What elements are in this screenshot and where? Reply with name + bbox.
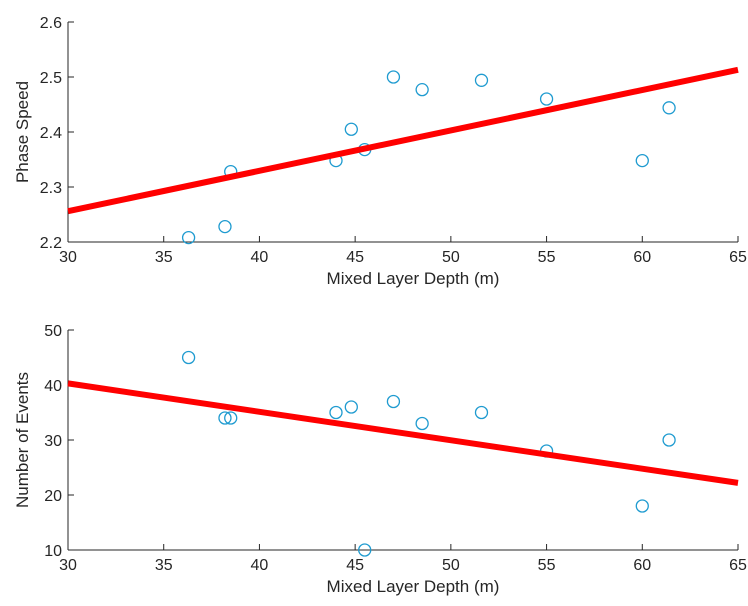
data-point bbox=[539, 92, 554, 106]
x-tick-label: 35 bbox=[155, 249, 173, 266]
x-tick-label: 45 bbox=[346, 249, 364, 266]
data-point bbox=[474, 73, 489, 87]
x-tick-label: 30 bbox=[59, 557, 77, 574]
x-tick-label: 50 bbox=[442, 557, 460, 574]
data-point bbox=[358, 543, 372, 557]
y-tick-label: 40 bbox=[44, 378, 62, 395]
x-tick-label: 60 bbox=[633, 557, 651, 574]
x-tick-label: 60 bbox=[633, 249, 651, 266]
data-point bbox=[635, 499, 649, 513]
x-tick-label: 40 bbox=[251, 557, 269, 574]
y-tick-label: 2.6 bbox=[40, 15, 62, 32]
x-axis-label: Mixed Layer Depth (m) bbox=[327, 269, 500, 288]
data-point bbox=[415, 83, 429, 97]
data-point bbox=[415, 416, 429, 431]
chart-2: 30 35 40 45 50 55 60 65 10 20 30 40 50 Mixed Layer De… bbox=[13, 323, 747, 596]
y-tick-label: 30 bbox=[44, 433, 62, 450]
chart-1: 30 35 40 45 50 55 60 65 2.2 2.3 2.4 2.5 2.6 Mixed Lay… bbox=[13, 15, 747, 288]
x-tick-label: 40 bbox=[251, 249, 269, 266]
data-point bbox=[386, 70, 401, 84]
data-point bbox=[386, 394, 401, 409]
data-point bbox=[344, 122, 358, 136]
x-tick-label: 55 bbox=[538, 249, 556, 266]
data-point bbox=[474, 405, 489, 420]
data-point bbox=[635, 153, 649, 168]
fit-line bbox=[67, 66, 739, 215]
y-tick-label: 50 bbox=[44, 323, 62, 340]
x-tick-label: 55 bbox=[538, 557, 556, 574]
y-tick-label: 2.2 bbox=[40, 235, 62, 252]
y-axis-label: Phase Speed bbox=[13, 81, 32, 183]
y-tick-label: 20 bbox=[44, 488, 62, 505]
x-tick-label: 50 bbox=[442, 249, 460, 266]
data-point bbox=[329, 405, 343, 420]
y-tick-label: 2.3 bbox=[40, 180, 62, 197]
data-point bbox=[662, 433, 676, 447]
y-tick-label: 2.4 bbox=[40, 125, 62, 142]
data-point bbox=[218, 411, 232, 425]
x-tick-label: 65 bbox=[729, 249, 747, 266]
x-tick-label: 35 bbox=[155, 557, 173, 574]
y-tick-label: 2.5 bbox=[40, 70, 62, 87]
y-axis-label: Number of Events bbox=[13, 372, 32, 508]
fit-line bbox=[67, 380, 739, 486]
x-tick-label: 65 bbox=[729, 557, 747, 574]
data-point bbox=[224, 411, 238, 425]
data-point bbox=[344, 400, 358, 414]
data-point bbox=[218, 219, 232, 234]
data-point bbox=[181, 230, 196, 245]
x-axis-label: Mixed Layer Depth (m) bbox=[327, 577, 500, 596]
data-point bbox=[181, 350, 196, 365]
y-tick-label: 10 bbox=[44, 543, 62, 560]
data-point bbox=[662, 101, 676, 115]
x-tick-label: 30 bbox=[59, 249, 77, 266]
x-tick-label: 45 bbox=[346, 557, 364, 574]
